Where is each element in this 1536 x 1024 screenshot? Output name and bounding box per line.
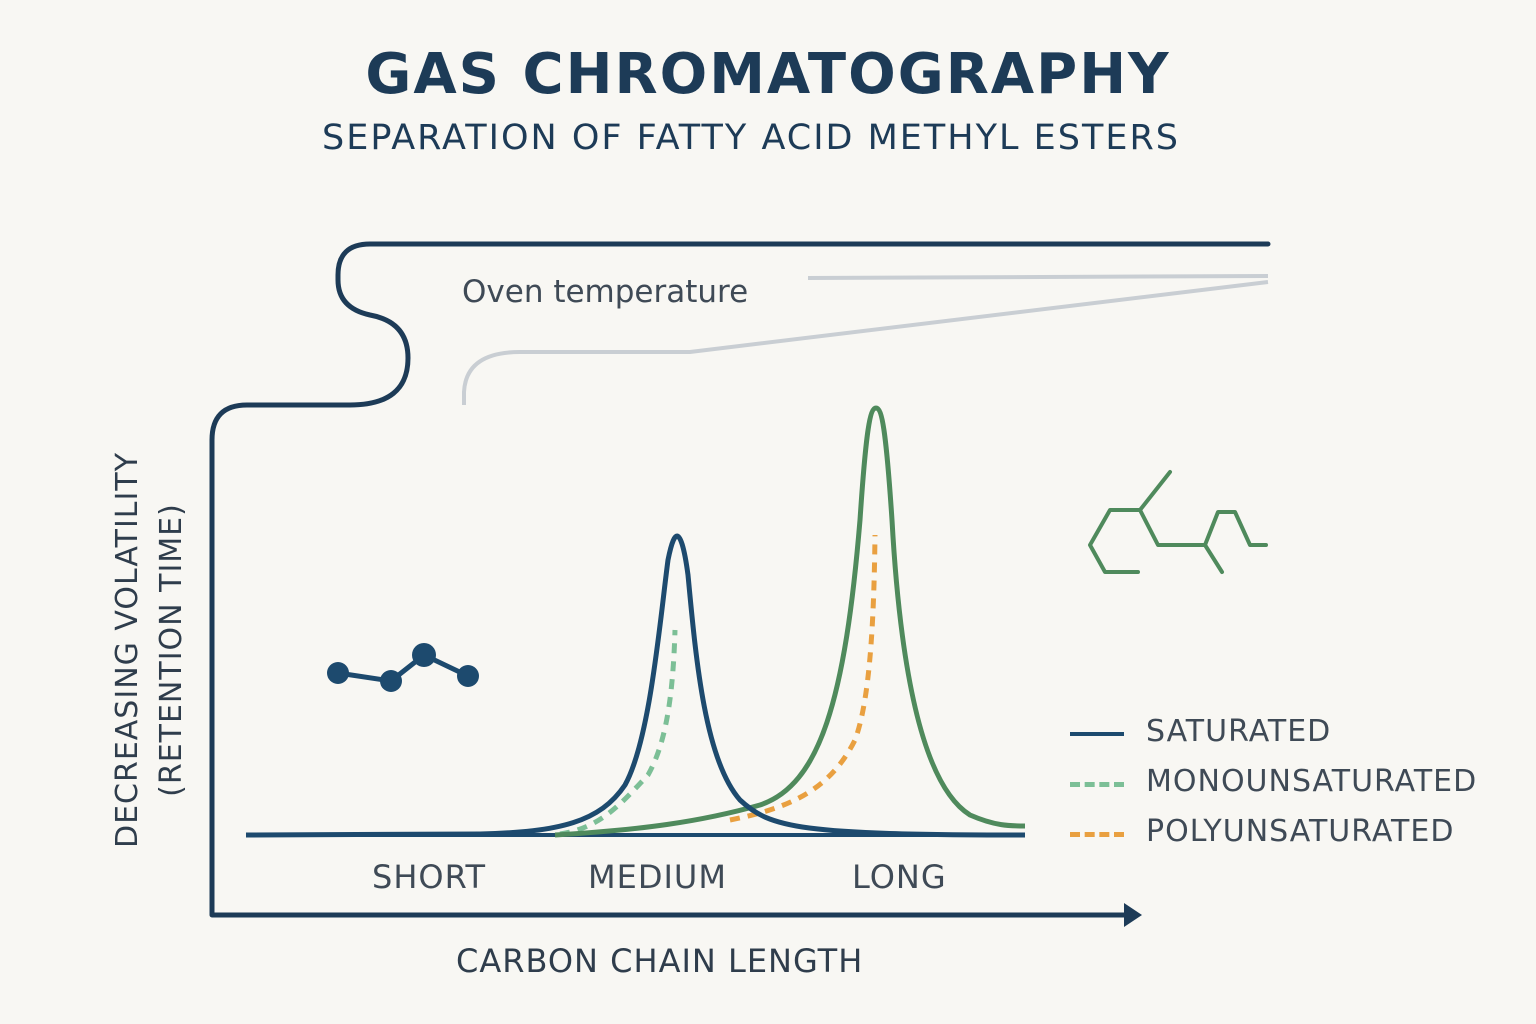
legend-label-saturated: SATURATED [1146,714,1332,749]
peak-monounsaturated [559,629,678,837]
oven-temperature-line-upper [807,274,1269,280]
oven-temperature-line-lower [462,280,1269,405]
peak-long-chain [554,405,1026,838]
legend-swatch-monounsaturated [1070,782,1124,787]
diagram-title: GAS CHROMATOGRAPHY [365,42,1171,107]
legend-swatch-saturated [1070,732,1124,736]
y-axis-label-line-2: (RETENTION TIME) [154,503,189,797]
oven-outline [209,241,1271,918]
peak-saturated [245,533,1026,838]
peak-polyunsaturated [729,534,878,823]
diagram-subtitle: SEPARATION OF FATTY ACID METHYL ESTERS [322,118,1180,158]
y-axis-label-line-1: DECREASING VOLATILITY [110,451,145,849]
legend-label-polyunsaturated: POLYUNSATURATED [1146,814,1455,849]
legend-swatch-polyunsaturated [1070,832,1124,837]
category-long: LONG [852,858,947,896]
x-axis-arrowhead [1124,903,1142,927]
x-axis-label: CARBON CHAIN LENGTH [456,942,864,980]
category-medium: MEDIUM [588,858,727,896]
category-short: SHORT [372,858,487,896]
legend-label-monounsaturated: MONOUNSATURATED [1146,764,1478,799]
molecule-chain-icon [327,643,479,692]
skeletal-structure-icon [1088,470,1268,574]
oven-temperature-label: Oven temperature [462,274,749,310]
